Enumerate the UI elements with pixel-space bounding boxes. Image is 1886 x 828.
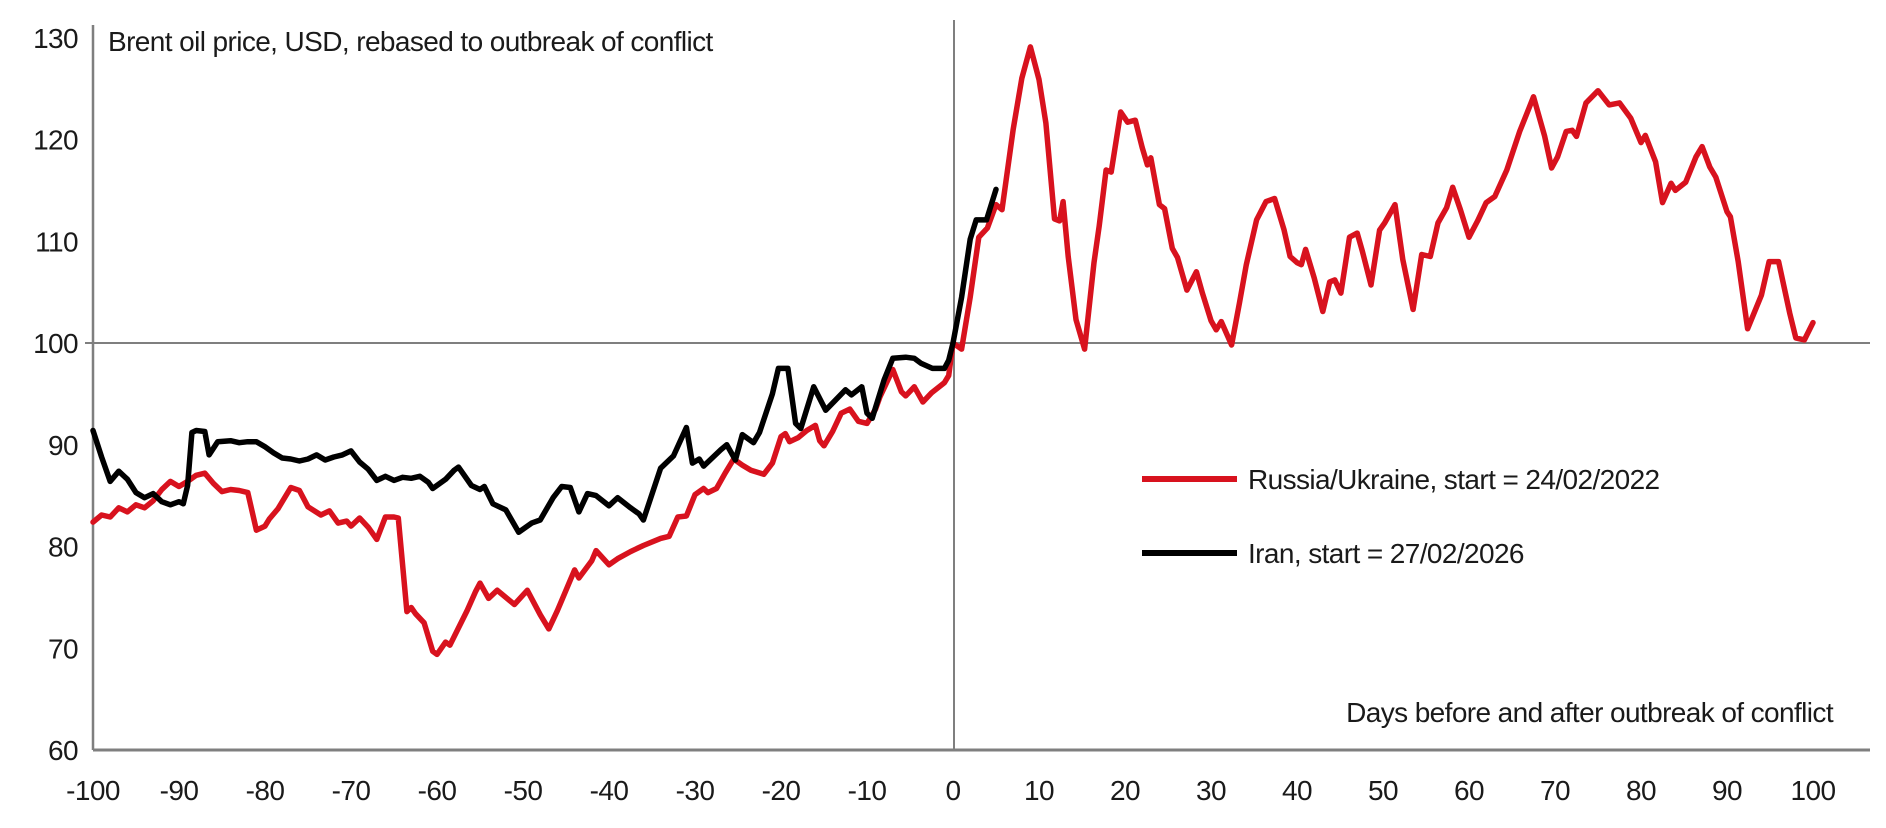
- x-tick-label: 10: [1024, 775, 1054, 806]
- y-tick-label: 70: [48, 633, 78, 664]
- x-tick-label: -10: [848, 775, 887, 806]
- y-tick-label: 90: [48, 430, 78, 461]
- x-tick-label: 70: [1540, 775, 1570, 806]
- x-tick-label: -40: [590, 775, 629, 806]
- x-tick-label: -20: [762, 775, 801, 806]
- legend-label-iran: Iran, start = 27/02/2026: [1248, 538, 1524, 569]
- x-tick-label: -50: [504, 775, 543, 806]
- x-tick-label: 100: [1791, 775, 1836, 806]
- x-tick-label: -30: [676, 775, 715, 806]
- x-tick-label: -60: [418, 775, 457, 806]
- y-tick-label: 110: [35, 226, 78, 257]
- y-axis-tick-labels: 60 70 80 90 100 110 120 130: [33, 23, 79, 766]
- y-tick-label: 100: [33, 328, 78, 359]
- x-tick-label: -90: [160, 775, 199, 806]
- x-tick-label: 80: [1626, 775, 1656, 806]
- x-tick-label: 90: [1712, 775, 1742, 806]
- y-tick-label: 80: [48, 532, 78, 563]
- series-line-russia-ukraine: [90, 44, 1816, 658]
- x-tick-label: 40: [1282, 775, 1312, 806]
- legend-label-russia-ukraine: Russia/Ukraine, start = 24/02/2022: [1248, 464, 1660, 495]
- x-tick-label: 0: [946, 775, 961, 806]
- series-lines: [90, 44, 1816, 658]
- x-tick-label: 30: [1196, 775, 1226, 806]
- chart-title: Brent oil price, USD, rebased to outbrea…: [108, 26, 714, 57]
- x-tick-label: -70: [332, 775, 371, 806]
- x-axis-tick-labels: -100 -90 -80 -70 -60 -50 -40 -30 -20 -10 0 10 20 30 40…: [66, 775, 1836, 806]
- x-tick-label: -100: [66, 775, 120, 806]
- y-tick-label: 120: [33, 125, 78, 156]
- y-tick-label: 130: [33, 23, 78, 54]
- x-axis-caption: Days before and after outbreak of confli…: [1346, 697, 1834, 728]
- legend: Russia/Ukraine, start = 24/02/2022 Iran,…: [1142, 464, 1660, 569]
- series-line-iran: [90, 186, 999, 536]
- x-tick-label: 60: [1454, 775, 1484, 806]
- x-tick-label: 20: [1110, 775, 1140, 806]
- x-tick-label: 50: [1368, 775, 1398, 806]
- y-tick-label: 60: [48, 735, 78, 766]
- x-tick-label: -80: [246, 775, 285, 806]
